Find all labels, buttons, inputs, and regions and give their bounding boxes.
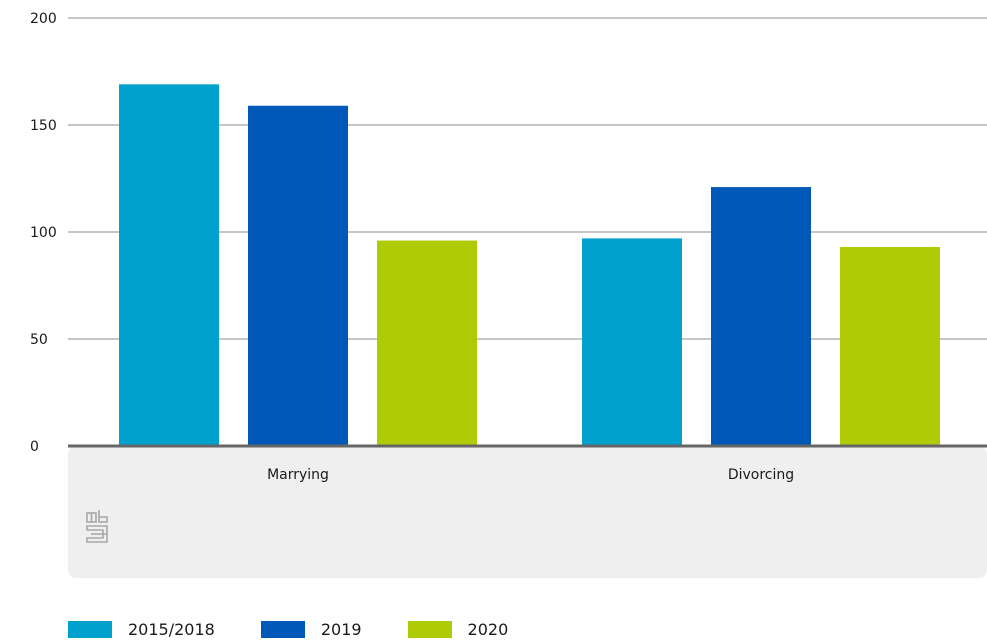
legend-swatch — [260, 621, 305, 638]
cbs-logo-icon: cbs — [86, 510, 108, 543]
legend-label: 2020 — [467, 620, 509, 639]
y-tick-label: 200 — [30, 11, 57, 27]
y-tick-label: 100 — [30, 225, 57, 241]
category-band-background — [68, 446, 987, 578]
y-tick-label: 50 — [30, 332, 48, 348]
y-tick-labels: 0 50 100 150 200 — [30, 11, 57, 455]
bar-marrying-2015-2018 — [119, 84, 219, 446]
legend: 2015/2018 2019 2020 — [68, 620, 554, 639]
gridlines — [68, 17, 987, 340]
legend-item-2019: 2019 — [260, 620, 362, 639]
y-tick-label: 0 — [30, 439, 39, 455]
bars — [119, 84, 940, 447]
category-label-marrying: Marrying — [267, 467, 329, 483]
legend-swatch — [68, 621, 112, 638]
bar-marrying-2019 — [248, 105, 348, 447]
bar-divorcing-2015-2018 — [582, 238, 682, 446]
bar-marrying-2020 — [377, 240, 477, 446]
category-labels: Marrying Divorcing — [267, 467, 794, 483]
category-label-divorcing: Divorcing — [728, 467, 794, 483]
legend-label: 2015/2018 — [128, 620, 215, 639]
legend-item-2020: 2020 — [407, 620, 509, 639]
legend-item-2015-2018: 2015/2018 — [68, 620, 215, 639]
bar-divorcing-2020 — [840, 246, 940, 446]
bar-divorcing-2019 — [711, 187, 811, 446]
legend-swatch — [407, 621, 452, 638]
legend-label: 2019 — [320, 620, 362, 639]
y-tick-label: 150 — [30, 118, 57, 134]
